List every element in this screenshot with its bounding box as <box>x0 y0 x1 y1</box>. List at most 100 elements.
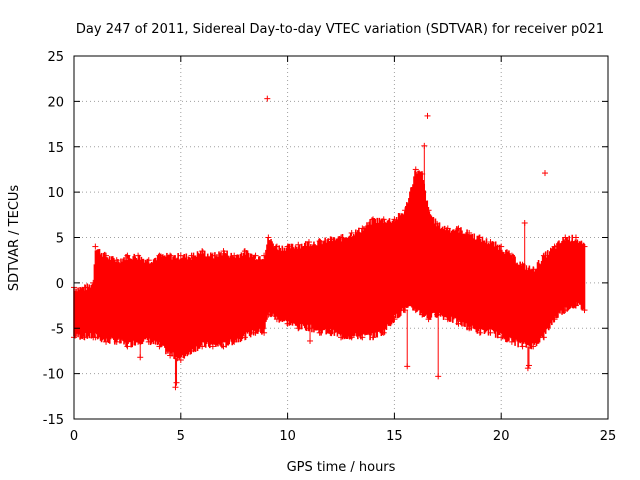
data-point <box>167 352 174 359</box>
data-point <box>265 311 272 318</box>
outlier-point <box>435 373 442 380</box>
data-point <box>572 302 579 309</box>
data-point <box>252 329 259 336</box>
data-point <box>348 229 355 236</box>
y-tick-label: -10 <box>43 368 64 383</box>
outlier-point <box>414 172 421 179</box>
outlier-point <box>541 170 548 177</box>
data-point <box>425 207 432 214</box>
x-tick-label: 10 <box>279 429 296 444</box>
y-tick-label: 10 <box>47 186 64 201</box>
data-point <box>177 252 184 259</box>
data-point <box>487 239 494 246</box>
data-point <box>338 234 344 241</box>
data-point <box>156 343 163 350</box>
data-point <box>241 248 248 255</box>
data-point <box>220 248 227 255</box>
outlier-point <box>137 354 144 361</box>
outlier-point <box>424 112 431 119</box>
outlier-point <box>525 362 532 369</box>
data-point <box>476 234 483 241</box>
data-point <box>305 239 312 246</box>
data-point <box>380 216 387 223</box>
data-point <box>167 252 174 259</box>
data-point <box>540 334 547 341</box>
data-point <box>348 334 355 341</box>
x-tick-label: 15 <box>386 429 403 444</box>
x-tick-label: 5 <box>177 429 185 444</box>
data-point <box>412 166 419 173</box>
data-point <box>305 325 312 332</box>
x-tick-label: 0 <box>70 429 78 444</box>
chart-title: Day 247 of 2011, Sidereal Day-to-day VTE… <box>76 22 604 37</box>
data-point <box>261 252 268 259</box>
data-point <box>530 266 537 273</box>
y-axis-label: SDTVAR / TECUs <box>7 185 22 292</box>
data-point <box>444 225 451 232</box>
data-point <box>220 343 227 350</box>
data-point <box>551 316 558 323</box>
x-tick-label: 20 <box>493 429 510 444</box>
data-point <box>241 334 248 341</box>
data-point <box>81 284 88 291</box>
data-point <box>135 252 142 259</box>
data-point <box>145 257 152 264</box>
outlier-point <box>524 365 531 372</box>
data-point <box>434 220 441 227</box>
data-point <box>476 329 483 336</box>
data-point <box>487 329 494 336</box>
data-point <box>209 343 216 350</box>
data-point <box>103 252 110 259</box>
data-point <box>581 243 588 250</box>
data-point <box>177 357 184 364</box>
data-point <box>124 252 131 259</box>
data-point <box>466 325 473 332</box>
data-point <box>92 243 99 250</box>
data-point <box>434 311 441 318</box>
data-point <box>113 257 120 264</box>
data-point <box>188 252 195 259</box>
data-point <box>444 316 451 323</box>
data-point <box>540 252 547 259</box>
data-point <box>508 252 515 259</box>
data-point <box>295 241 302 248</box>
data-point <box>316 238 323 245</box>
data-point <box>273 316 280 323</box>
data-point <box>562 234 569 241</box>
data-point <box>380 329 387 336</box>
y-tick-label: 25 <box>47 50 64 65</box>
data-point <box>113 338 120 345</box>
data-marks <box>71 95 588 391</box>
outlier-point <box>173 379 180 386</box>
data-point <box>231 252 238 259</box>
data-point <box>581 307 588 314</box>
outlier-point <box>521 219 528 226</box>
data-point <box>92 334 99 341</box>
y-tick-label: 5 <box>56 232 64 247</box>
data-point <box>295 325 302 332</box>
data-point <box>156 252 163 259</box>
data-point <box>551 243 558 250</box>
data-point <box>284 320 291 327</box>
y-tick-label: 20 <box>47 95 64 110</box>
data-point <box>498 243 505 250</box>
outlier-point <box>307 337 314 344</box>
data-point <box>265 234 272 241</box>
y-tick-label: 15 <box>47 141 64 156</box>
data-point <box>284 243 291 250</box>
data-point <box>370 334 377 341</box>
data-point <box>199 343 206 350</box>
data-point <box>370 216 377 223</box>
x-axis-label: GPS time / hours <box>287 460 396 475</box>
data-point <box>466 229 473 236</box>
data-point <box>455 320 462 327</box>
data-point <box>316 329 323 336</box>
data-point <box>455 225 462 232</box>
data-point <box>273 243 280 250</box>
y-tick-label: -5 <box>51 322 64 337</box>
data-point <box>519 343 526 350</box>
x-tick-label: 25 <box>600 429 617 444</box>
data-point <box>359 225 366 232</box>
outlier-point <box>172 384 179 391</box>
